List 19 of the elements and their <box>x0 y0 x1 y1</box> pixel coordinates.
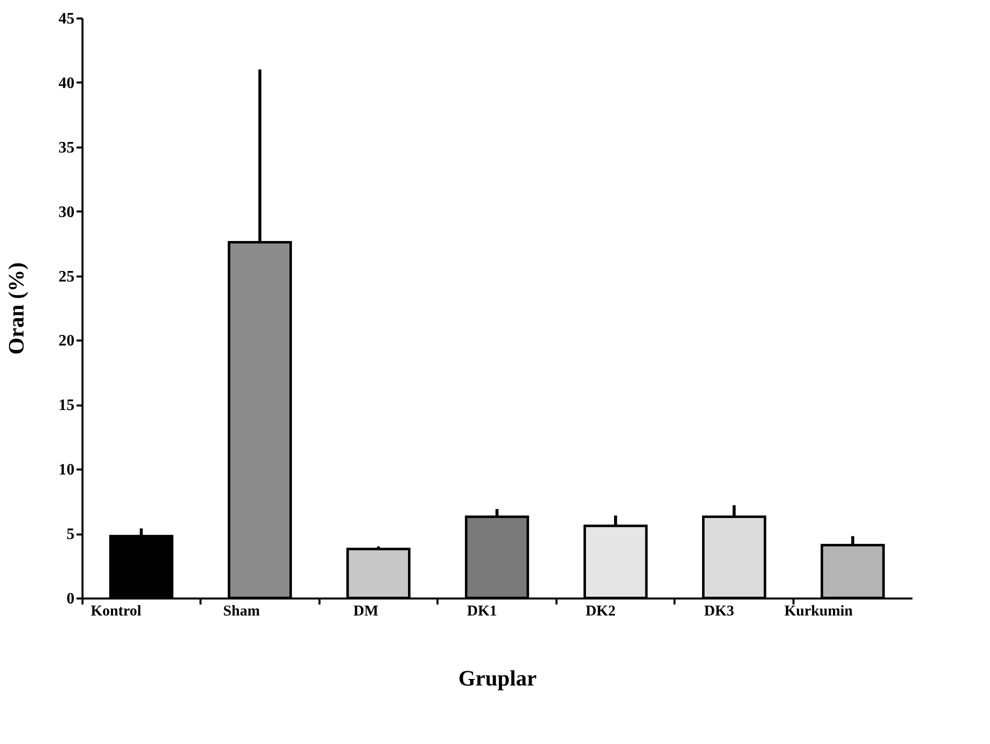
y-tick-label: 30 <box>58 204 74 221</box>
x-tick-label: DK2 <box>586 604 616 620</box>
y-tick-label: 5 <box>66 526 74 544</box>
y-tick-label: 0 <box>66 590 74 608</box>
y-tick-label: 25 <box>58 268 74 286</box>
y-axis-title: Oran (%) <box>4 262 28 355</box>
x-axis-title: Gruplar <box>458 666 537 690</box>
y-tick-label: 20 <box>58 332 74 350</box>
x-tick-label: DK1 <box>467 604 497 620</box>
y-tick-label: 15 <box>58 397 74 414</box>
y-tick-label: 45 <box>58 10 74 28</box>
x-tick-label: DM <box>353 604 378 620</box>
x-tick-label: Sham <box>223 604 260 620</box>
x-tick-label: Kurkumin <box>784 604 854 620</box>
x-tick-label: DK3 <box>704 604 734 620</box>
y-tick-label: 10 <box>58 462 74 479</box>
y-tick-label: 35 <box>58 139 74 156</box>
x-tick-label: Kontrol <box>90 604 142 620</box>
y-tick-label: 40 <box>58 74 74 92</box>
